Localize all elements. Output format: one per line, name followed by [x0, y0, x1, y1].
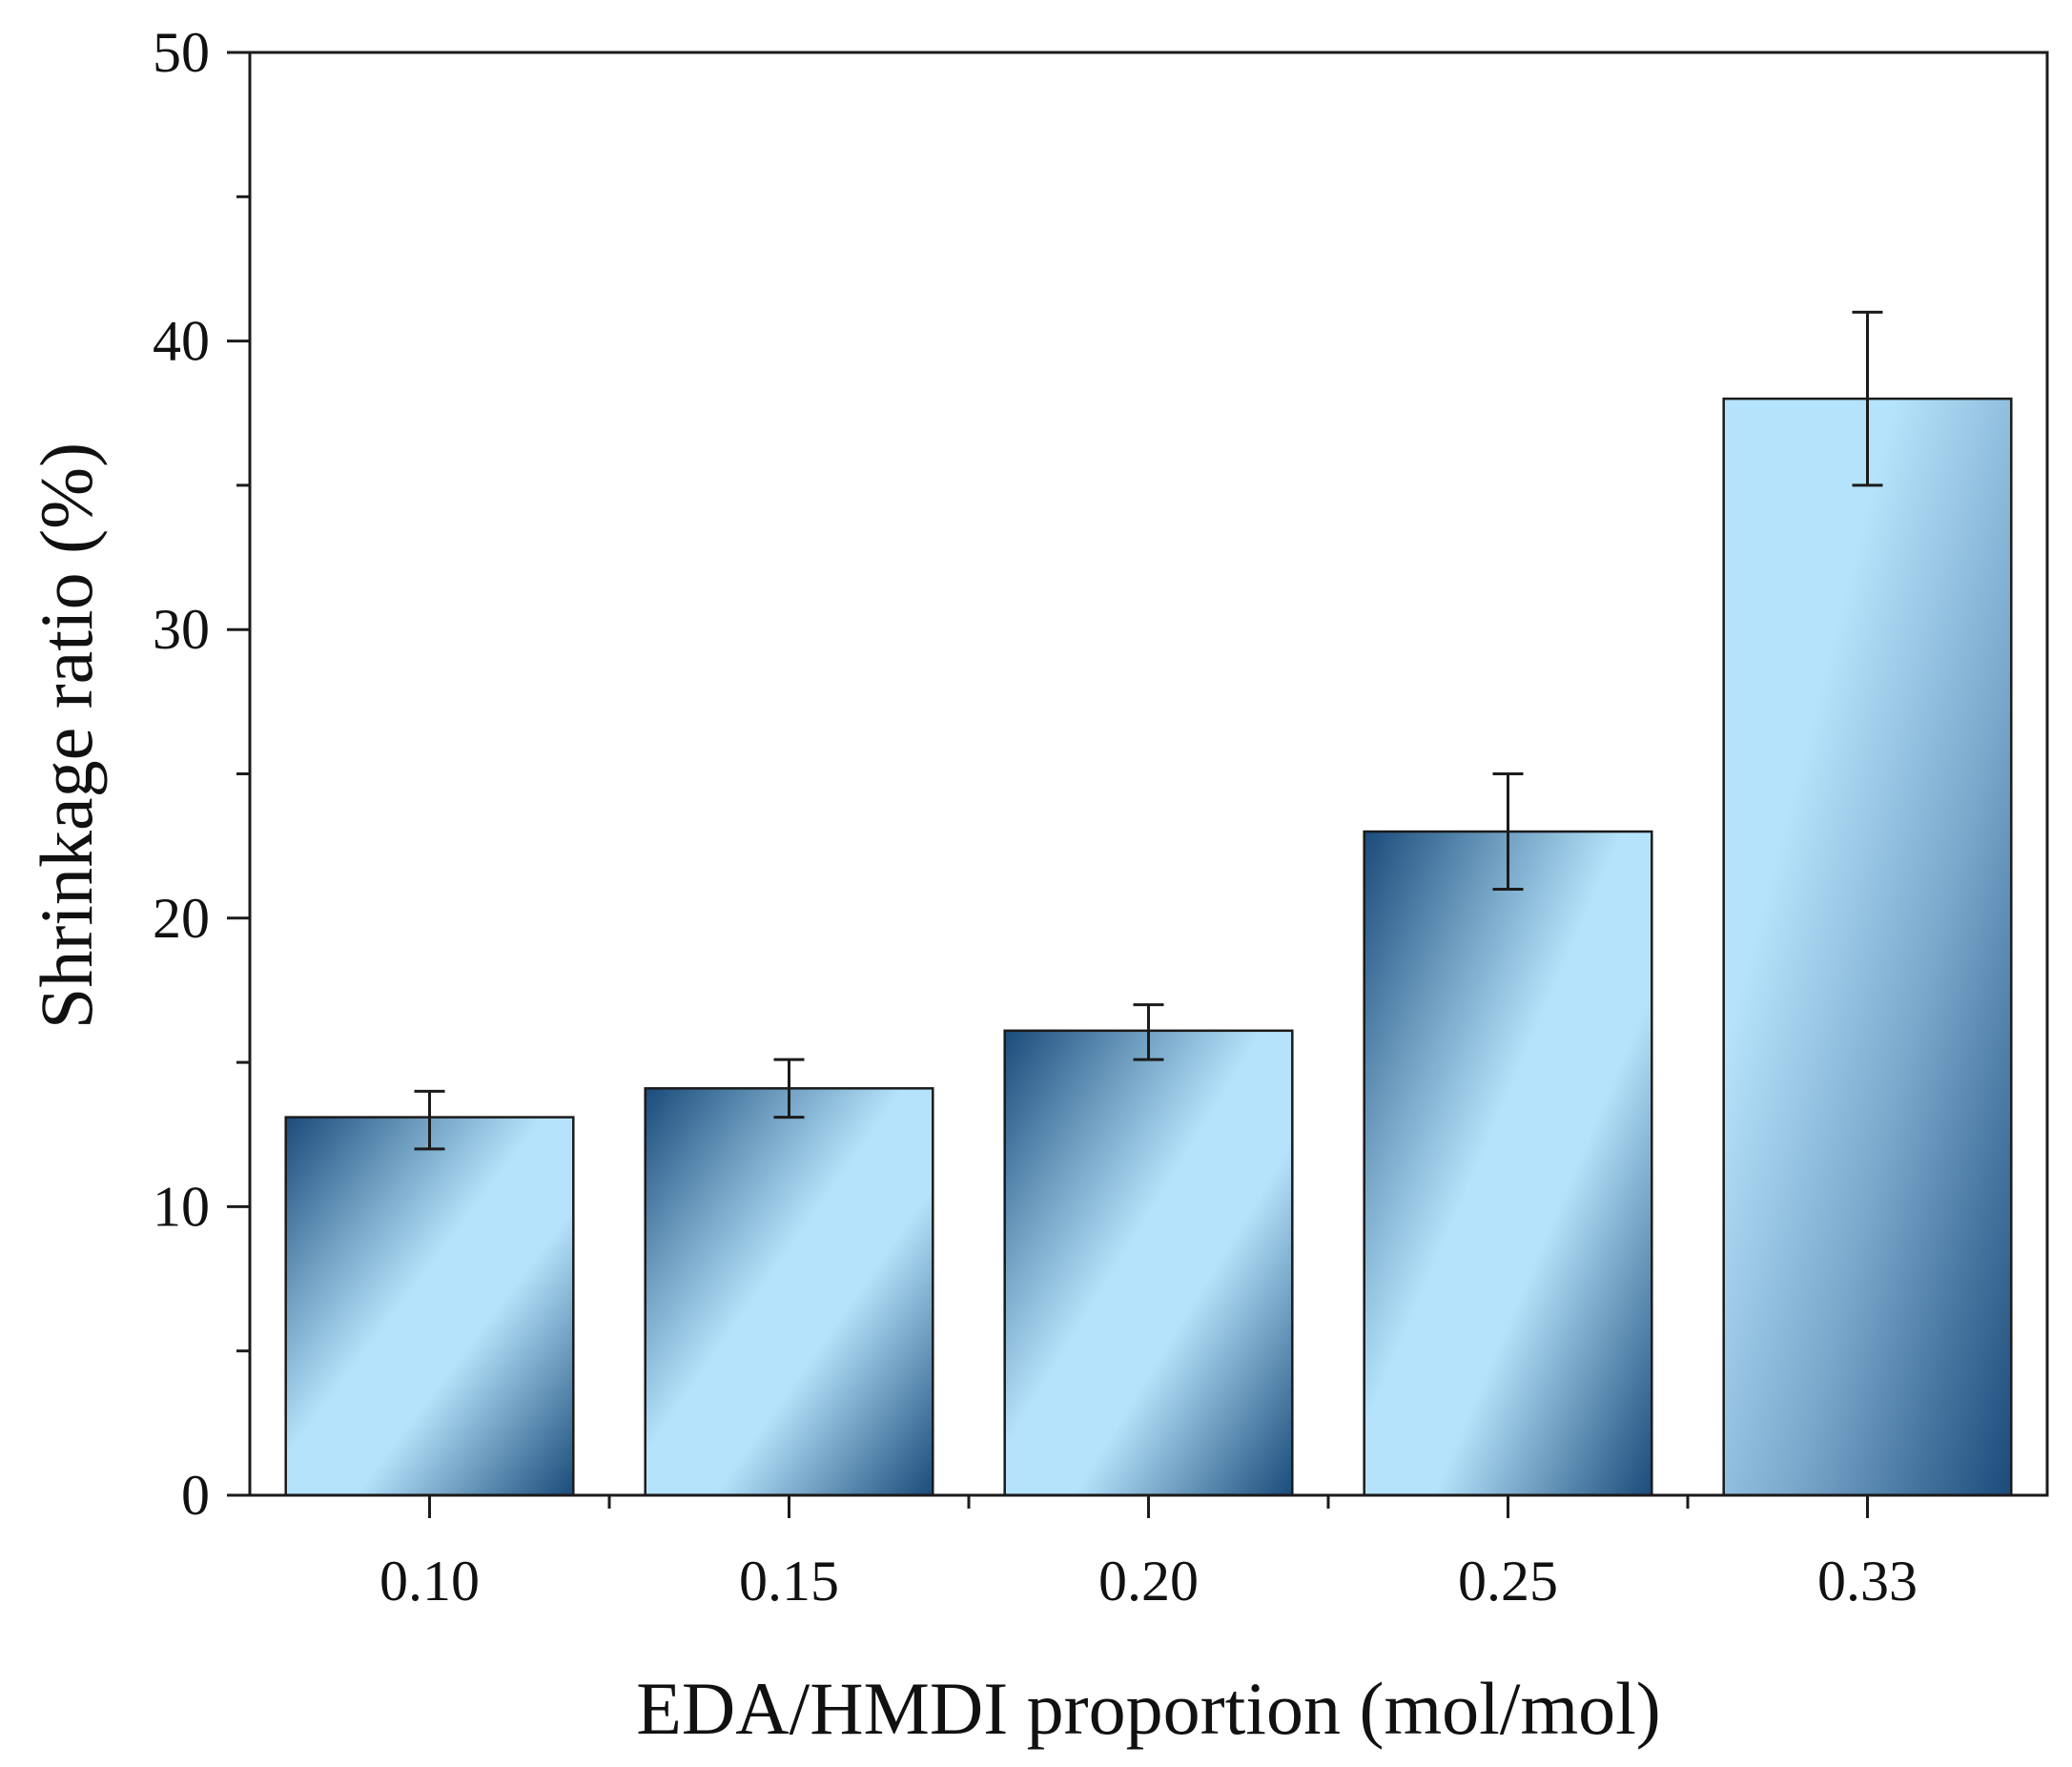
bar-0.15 — [644, 1087, 934, 1497]
bar-0.25 — [1363, 830, 1653, 1497]
y-tick-label: 0 — [181, 1464, 210, 1527]
y-tick-label: 50 — [153, 21, 210, 84]
error-bars-layer — [414, 310, 1883, 1151]
error-bar-0.33 — [1852, 310, 1883, 487]
error-bar-0.10 — [414, 1089, 445, 1151]
y-tick-label: 30 — [153, 598, 210, 661]
x-tick-label: 0.33 — [1817, 1550, 1918, 1613]
x-tick-label: 0.10 — [380, 1550, 480, 1613]
bar-0.20 — [1003, 1029, 1294, 1497]
bar-0.33 — [1722, 397, 2013, 1497]
y-axis-title: Shrinkage ratio (%) — [25, 442, 108, 1029]
x-tick-label: 0.20 — [1098, 1550, 1199, 1613]
error-bar-0.20 — [1133, 1003, 1164, 1061]
error-bar-0.25 — [1492, 772, 1524, 892]
x-axis-title: EDA/HMDI proportion (mol/mol) — [636, 1667, 1661, 1750]
x-tick-label: 0.25 — [1458, 1550, 1558, 1613]
y-tick-label: 20 — [153, 887, 210, 950]
bar-0.10 — [284, 1116, 575, 1497]
x-tick-label: 0.15 — [739, 1550, 839, 1613]
y-tick-label: 40 — [153, 310, 210, 373]
error-bar-0.15 — [773, 1058, 805, 1120]
x-axis: 0.10 0.15 0.20 0.25 0.33 — [380, 1495, 1918, 1613]
y-tick-label: 10 — [153, 1175, 210, 1238]
bars-layer — [284, 397, 2013, 1497]
y-axis: 0 10 20 30 40 50 — [153, 21, 250, 1527]
